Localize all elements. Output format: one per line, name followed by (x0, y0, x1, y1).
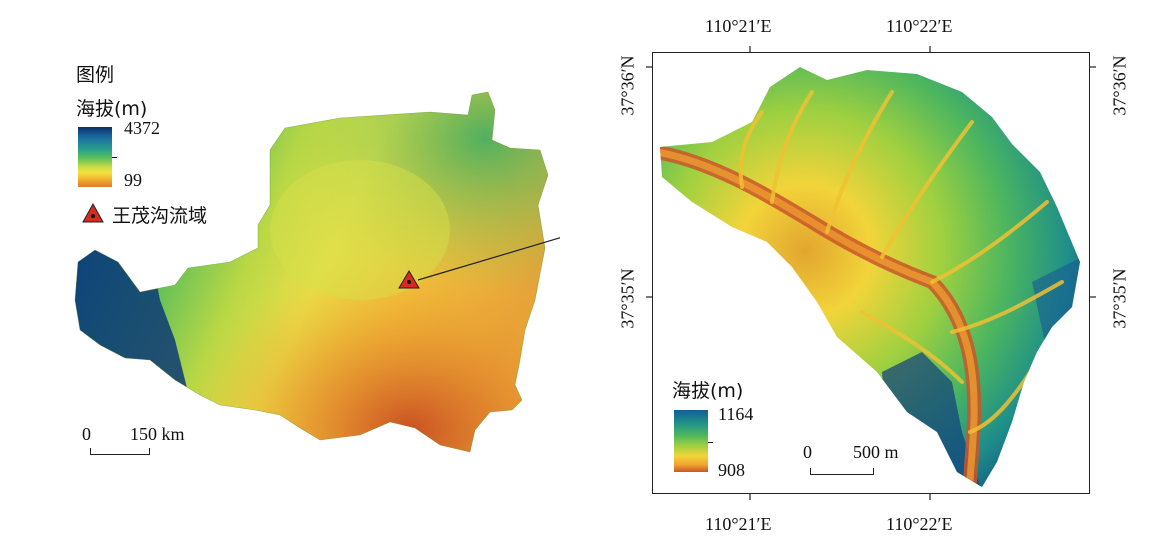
scale-distance-label: 150 km (130, 424, 185, 444)
overview-map (74, 91, 560, 453)
legend-min-value: 99 (124, 170, 142, 190)
watershed-legend-icon (82, 202, 104, 223)
detail-legend-min-value: 908 (718, 460, 745, 480)
legend-colorbar (78, 127, 112, 187)
detail-scale-bar (810, 468, 874, 475)
detail-map-ticks (646, 46, 1096, 500)
left-lat-tick-2: 37°35′N (617, 268, 638, 329)
detail-scale-zero-label: 0 (803, 442, 812, 462)
legend-max-value: 4372 (124, 118, 160, 138)
bottom-lon-tick-1: 110°21′E (705, 514, 772, 534)
detail-legend-colorbar (674, 410, 708, 472)
top-lon-tick-1: 110°21′E (705, 16, 772, 36)
legend-elevation-title: 海拔(m) (76, 98, 148, 120)
detail-scale-distance-label: 500 m (853, 442, 899, 462)
pointer-arrow-line (417, 237, 560, 281)
detail-map (660, 67, 1080, 487)
right-lat-tick-1: 37°36′N (1109, 55, 1130, 116)
overview-scale-bar (90, 448, 150, 455)
left-lat-tick-1: 37°36′N (617, 55, 638, 116)
top-lon-tick-2: 110°22′E (886, 16, 953, 36)
detail-legend-max-value: 1164 (718, 404, 754, 424)
bottom-lon-tick-2: 110°22′E (886, 514, 953, 534)
legend-title: 图例 (76, 64, 115, 86)
legend-watershed-label: 王茂沟流域 (112, 205, 208, 227)
right-lat-tick-2: 37°35′N (1109, 268, 1130, 329)
watershed-location-marker (398, 270, 420, 289)
detail-map-frame (652, 52, 1090, 494)
detail-legend-elevation-title: 海拔(m) (672, 380, 744, 402)
scale-zero-label: 0 (82, 424, 91, 444)
